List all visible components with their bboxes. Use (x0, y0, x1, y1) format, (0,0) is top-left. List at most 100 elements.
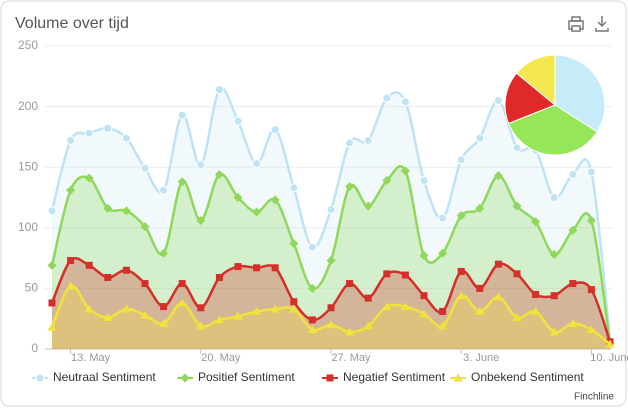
series-area (52, 88, 610, 349)
data-point (456, 155, 466, 165)
data-point (140, 310, 150, 319)
data-point (456, 211, 466, 221)
x-tick-label: 3. June (463, 352, 499, 364)
data-point (160, 303, 168, 311)
data-point (549, 327, 559, 336)
legend-item[interactable]: Negatief Sentiment (322, 370, 446, 384)
data-point (197, 304, 205, 312)
data-point (289, 304, 299, 313)
data-point (400, 166, 410, 176)
data-point (84, 173, 94, 183)
data-point (233, 311, 243, 320)
data-point (47, 206, 57, 216)
data-point (363, 201, 373, 211)
data-point (214, 315, 224, 324)
legend-item[interactable]: Neutraal Sentiment (32, 370, 156, 384)
data-point (476, 284, 484, 292)
data-point (141, 280, 149, 288)
data-point (177, 177, 187, 187)
pie-slice (504, 72, 556, 125)
data-point (85, 261, 93, 269)
legend-item[interactable]: Onbekend Sentiment (450, 370, 584, 384)
data-point (84, 128, 94, 138)
data-point (178, 280, 186, 288)
y-tick-label: 150 (18, 159, 38, 173)
data-point (103, 203, 113, 213)
legend-item[interactable]: Positief Sentiment (177, 370, 295, 384)
data-point (346, 280, 354, 288)
data-point (438, 321, 448, 330)
download-icon[interactable] (595, 16, 609, 32)
data-point (84, 304, 94, 313)
data-point (103, 123, 113, 133)
pie-slice (507, 104, 598, 156)
data-point (549, 193, 559, 202)
data-point (382, 93, 392, 103)
y-tick-label: 0 (31, 341, 38, 355)
data-point (438, 213, 448, 223)
pie-slice (515, 54, 556, 107)
data-point (253, 264, 261, 272)
legend-label: Onbekend Sentiment (471, 370, 584, 384)
data-point (326, 205, 336, 215)
data-point (252, 159, 262, 169)
data-point (289, 183, 299, 193)
data-point (513, 270, 521, 278)
data-point (364, 294, 372, 302)
x-tick-label: 20. May (201, 352, 241, 364)
data-point (48, 299, 56, 307)
x-tick-label: 10. June (590, 352, 628, 364)
data-point (493, 292, 503, 301)
data-point (420, 292, 428, 300)
data-point (345, 327, 355, 336)
data-point (493, 171, 503, 181)
data-point (568, 319, 578, 328)
data-point (270, 125, 280, 135)
y-tick-label: 50 (25, 281, 39, 295)
data-point (363, 136, 373, 146)
data-point (550, 292, 558, 300)
print-icon[interactable] (568, 16, 584, 32)
data-point (419, 309, 429, 318)
data-point (270, 195, 280, 205)
data-point (271, 264, 279, 272)
data-point (122, 266, 130, 274)
data-point (233, 116, 243, 126)
legend-symbol (35, 373, 45, 383)
data-point (549, 249, 559, 259)
data-point (233, 193, 243, 202)
data-point (532, 290, 540, 298)
data-point (400, 302, 410, 311)
x-tick-label: 13. May (71, 352, 111, 364)
data-point (382, 176, 392, 186)
data-point (234, 263, 242, 271)
data-point (587, 286, 595, 294)
data-point (290, 298, 298, 306)
data-point (121, 206, 131, 216)
data-point (121, 304, 131, 313)
data-point (326, 320, 336, 329)
data-point (586, 167, 596, 177)
legend-symbol (326, 374, 334, 382)
data-point (159, 248, 169, 258)
legend-label: Neutraal Sentiment (53, 370, 156, 384)
data-point (438, 248, 448, 258)
data-point (419, 251, 429, 261)
data-point (363, 321, 373, 330)
credit: Finchline (574, 392, 614, 403)
data-point (270, 304, 280, 313)
y-tick-label: 100 (18, 220, 38, 234)
data-point (605, 339, 615, 348)
data-point (196, 321, 206, 330)
data-point (289, 239, 299, 249)
data-point (196, 160, 206, 170)
data-point (121, 133, 131, 143)
data-point (401, 271, 409, 279)
series-area (52, 285, 610, 349)
x-tick-label: 27. May (331, 352, 371, 364)
data-point (308, 316, 316, 324)
legend-symbol (180, 373, 190, 383)
legend-label: Positief Sentiment (198, 370, 295, 384)
